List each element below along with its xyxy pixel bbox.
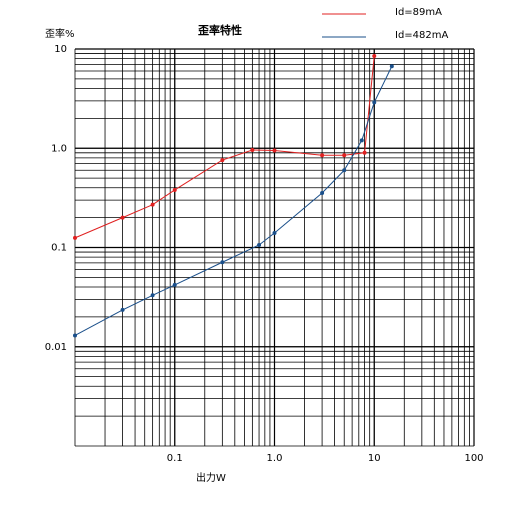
data-point — [359, 138, 364, 143]
y-tick-label: 1.0 — [51, 143, 67, 154]
x-tick-label: 1.0 — [267, 453, 283, 464]
series-line — [74, 66, 393, 336]
series-line — [74, 55, 375, 239]
data-point — [172, 187, 177, 192]
data-point — [73, 333, 77, 338]
y-axis-label: 歪率% — [45, 27, 75, 40]
y-tick-label: 0.01 — [45, 342, 67, 353]
data-point — [73, 235, 77, 240]
legend-label: Id=89mA — [395, 7, 442, 18]
x-tick-label: 0.1 — [167, 453, 183, 464]
data-point — [120, 307, 125, 312]
data-point — [320, 153, 325, 158]
data-point — [272, 148, 277, 153]
y-tick-label: 10 — [54, 44, 67, 55]
data-point — [172, 282, 177, 287]
x-axis-label: 出力W — [196, 471, 226, 484]
chart-title: 歪率特性 — [198, 23, 242, 37]
legend-label: Id=482mA — [395, 30, 449, 41]
data-point — [150, 293, 155, 298]
data-point — [342, 168, 347, 173]
data-point — [220, 158, 225, 163]
data-point — [250, 148, 255, 153]
data-point — [372, 100, 377, 105]
data-point — [342, 153, 347, 158]
data-point — [372, 54, 377, 59]
data-point — [362, 150, 367, 155]
data-point — [220, 260, 225, 265]
data-point — [257, 242, 262, 247]
x-tick-label: 10 — [368, 453, 381, 464]
data-point — [120, 215, 125, 220]
data-point — [272, 230, 277, 235]
data-point — [150, 202, 155, 207]
data-point — [389, 64, 394, 69]
x-tick-label: 100 — [464, 453, 483, 464]
data-point — [320, 191, 325, 196]
y-tick-label: 0.1 — [51, 243, 67, 254]
